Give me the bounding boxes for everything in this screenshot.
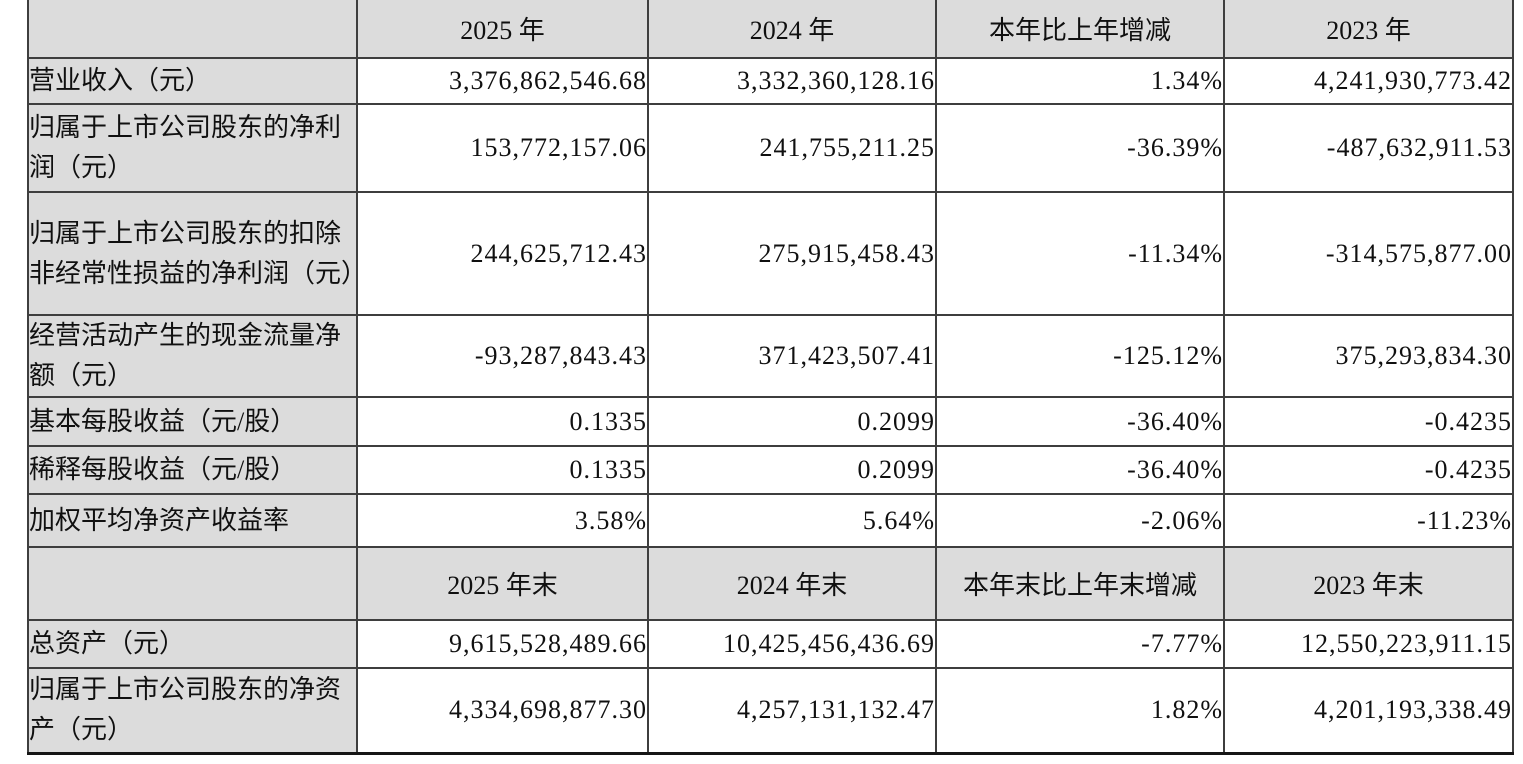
header-year-2023: 2023 年 — [1223, 0, 1514, 59]
cell-2025: 0.1335 — [356, 445, 649, 495]
cell-change: -125.12% — [935, 314, 1225, 398]
table-header-row-annual: 2025 年 2024 年 本年比上年增减 2023 年 — [27, 0, 1514, 59]
header-end-change: 本年末比上年末增减 — [935, 546, 1225, 621]
header-end-2025: 2025 年末 — [356, 546, 649, 621]
table-row-net-assets: 归属于上市公司股东的净资产（元） 4,334,698,877.30 4,257,… — [27, 667, 1514, 755]
header-empty-cell — [27, 546, 358, 621]
row-label: 加权平均净资产收益率 — [27, 493, 358, 548]
table-row-total-assets: 总资产（元） 9,615,528,489.66 10,425,456,436.6… — [27, 619, 1514, 669]
financial-summary-table: 2025 年 2024 年 本年比上年增减 2023 年 营业收入（元） 3,3… — [27, 0, 1514, 755]
cell-2025-end: 4,334,698,877.30 — [356, 667, 649, 755]
cell-2024: 0.2099 — [647, 445, 937, 495]
cell-change: -36.40% — [935, 445, 1225, 495]
header-year-2024: 2024 年 — [647, 0, 937, 59]
cell-change: -36.39% — [935, 103, 1225, 193]
cell-2023: -314,575,877.00 — [1223, 191, 1514, 316]
cell-change: -11.34% — [935, 191, 1225, 316]
cell-2023-end: 4,201,193,338.49 — [1223, 667, 1514, 755]
cell-2025-end: 9,615,528,489.66 — [356, 619, 649, 669]
row-label: 经营活动产生的现金流量净额（元） — [27, 314, 358, 398]
table-row-diluted-eps: 稀释每股收益（元/股） 0.1335 0.2099 -36.40% -0.423… — [27, 445, 1514, 495]
cell-2024: 275,915,458.43 — [647, 191, 937, 316]
header-year-2025: 2025 年 — [356, 0, 649, 59]
table-row-revenue: 营业收入（元） 3,376,862,546.68 3,332,360,128.1… — [27, 57, 1514, 105]
cell-2024: 241,755,211.25 — [647, 103, 937, 193]
cell-2025: 0.1335 — [356, 396, 649, 447]
cell-change: 1.34% — [935, 57, 1225, 105]
cell-2025: -93,287,843.43 — [356, 314, 649, 398]
row-label: 归属于上市公司股东的扣除非经常性损益的净利润（元） — [27, 191, 358, 316]
table-row-deducted-net-profit: 归属于上市公司股东的扣除非经常性损益的净利润（元） 244,625,712.43… — [27, 191, 1514, 316]
cell-2023: -0.4235 — [1223, 445, 1514, 495]
cell-change: -7.77% — [935, 619, 1225, 669]
table-header-row-period-end: 2025 年末 2024 年末 本年末比上年末增减 2023 年末 — [27, 546, 1514, 621]
row-label: 总资产（元） — [27, 619, 358, 669]
cell-2024-end: 10,425,456,436.69 — [647, 619, 937, 669]
cell-2024: 3,332,360,128.16 — [647, 57, 937, 105]
row-label: 归属于上市公司股东的净利润（元） — [27, 103, 358, 193]
cell-change: 1.82% — [935, 667, 1225, 755]
row-label: 基本每股收益（元/股） — [27, 396, 358, 447]
cell-2024: 371,423,507.41 — [647, 314, 937, 398]
cell-2024-end: 4,257,131,132.47 — [647, 667, 937, 755]
cell-2023: 4,241,930,773.42 — [1223, 57, 1514, 105]
cell-2023: -487,632,911.53 — [1223, 103, 1514, 193]
table-row-basic-eps: 基本每股收益（元/股） 0.1335 0.2099 -36.40% -0.423… — [27, 396, 1514, 447]
cell-2024: 0.2099 — [647, 396, 937, 447]
row-label: 营业收入（元） — [27, 57, 358, 105]
cell-2025: 153,772,157.06 — [356, 103, 649, 193]
header-end-2024: 2024 年末 — [647, 546, 937, 621]
table-row-weighted-avg-roe: 加权平均净资产收益率 3.58% 5.64% -2.06% -11.23% — [27, 493, 1514, 548]
header-yoy-change: 本年比上年增减 — [935, 0, 1225, 59]
table-row-net-profit: 归属于上市公司股东的净利润（元） 153,772,157.06 241,755,… — [27, 103, 1514, 193]
cell-2025: 244,625,712.43 — [356, 191, 649, 316]
cell-2025: 3,376,862,546.68 — [356, 57, 649, 105]
cell-2023-end: 12,550,223,911.15 — [1223, 619, 1514, 669]
table-row-operating-cash-flow: 经营活动产生的现金流量净额（元） -93,287,843.43 371,423,… — [27, 314, 1514, 398]
cell-change: -2.06% — [935, 493, 1225, 548]
cell-2025: 3.58% — [356, 493, 649, 548]
cell-change: -36.40% — [935, 396, 1225, 447]
row-label: 稀释每股收益（元/股） — [27, 445, 358, 495]
cell-2023: -11.23% — [1223, 493, 1514, 548]
cell-2024: 5.64% — [647, 493, 937, 548]
header-empty-cell — [27, 0, 358, 59]
row-label: 归属于上市公司股东的净资产（元） — [27, 667, 358, 755]
header-end-2023: 2023 年末 — [1223, 546, 1514, 621]
cell-2023: 375,293,834.30 — [1223, 314, 1514, 398]
cell-2023: -0.4235 — [1223, 396, 1514, 447]
